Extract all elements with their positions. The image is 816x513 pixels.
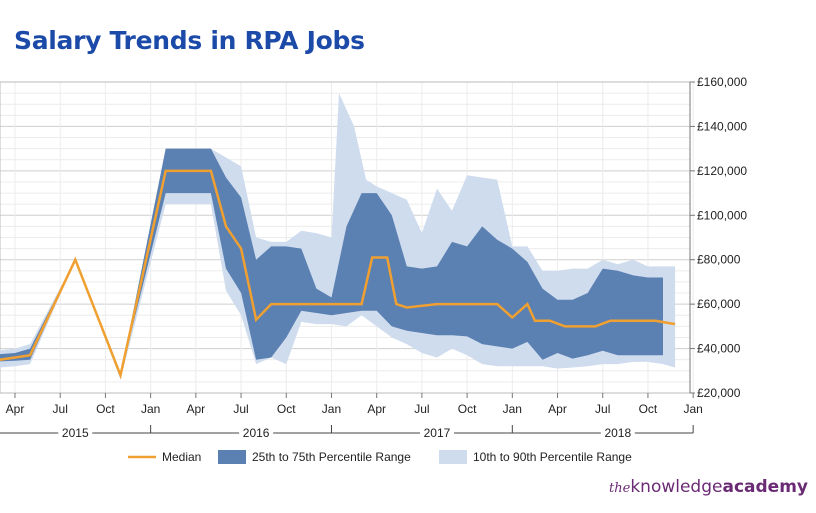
x-tick-label: Oct <box>639 402 658 416</box>
legend-label-median: Median <box>162 450 201 464</box>
x-tick-label: Jul <box>414 402 429 416</box>
year-label-bg <box>239 425 274 440</box>
legend-label-25-75: 25th to 75th Percentile Range <box>252 450 411 464</box>
year-label-bg <box>58 425 93 440</box>
y-tick-label: £140,000 <box>697 119 747 133</box>
x-tick-label: Oct <box>277 402 296 416</box>
y-tick-label: £80,000 <box>697 253 741 267</box>
y-tick-label: £120,000 <box>697 164 747 178</box>
x-tick-label: Jan <box>683 402 702 416</box>
x-tick-label: Jul <box>233 402 248 416</box>
x-tick-label: Jul <box>595 402 610 416</box>
y-tick-label: £160,000 <box>697 75 747 89</box>
x-tick-label: Oct <box>458 402 477 416</box>
median-line <box>0 169 676 380</box>
legend-swatch-10-90 <box>439 450 467 464</box>
x-tick-label: Apr <box>548 402 567 416</box>
y-tick-label: £40,000 <box>697 342 741 356</box>
x-tick-label: Oct <box>96 402 115 416</box>
x-tick-label: Apr <box>367 402 386 416</box>
x-tick-label: Apr <box>6 402 25 416</box>
y-tick-label: £60,000 <box>697 297 741 311</box>
brand-knowledge: knowledge <box>630 477 723 497</box>
brand-the: the <box>609 481 631 496</box>
y-tick-label: £20,000 <box>697 386 741 400</box>
legend: Median 25th to 75th Percentile Range 10th … <box>128 450 632 464</box>
x-tick-label: Jan <box>503 402 522 416</box>
x-tick-label: Apr <box>186 402 205 416</box>
axes: £20,000 £40,000 £60,000 £80,000 £100,000 £120… <box>0 75 747 440</box>
year-label: 2018 <box>604 426 631 440</box>
band-25-75-area <box>0 148 663 376</box>
y-tick-label: £100,000 <box>697 208 747 222</box>
brand-logo: theknowledgeacademy <box>609 476 808 497</box>
x-tick-label: Jul <box>53 402 68 416</box>
x-tick-label: Jan <box>322 402 341 416</box>
legend-label-10-90: 10th to 90th Percentile Range <box>473 450 632 464</box>
x-tick-label: Jan <box>141 402 160 416</box>
year-label: 2015 <box>62 426 89 440</box>
year-label-bg <box>419 425 454 440</box>
year-label: 2016 <box>243 426 270 440</box>
brand-academy: academy <box>722 477 808 497</box>
chart-title: Salary Trends in RPA Jobs <box>14 26 365 55</box>
year-label: 2017 <box>424 426 451 440</box>
year-label-bg <box>600 425 635 440</box>
legend-swatch-25-75 <box>218 450 246 464</box>
